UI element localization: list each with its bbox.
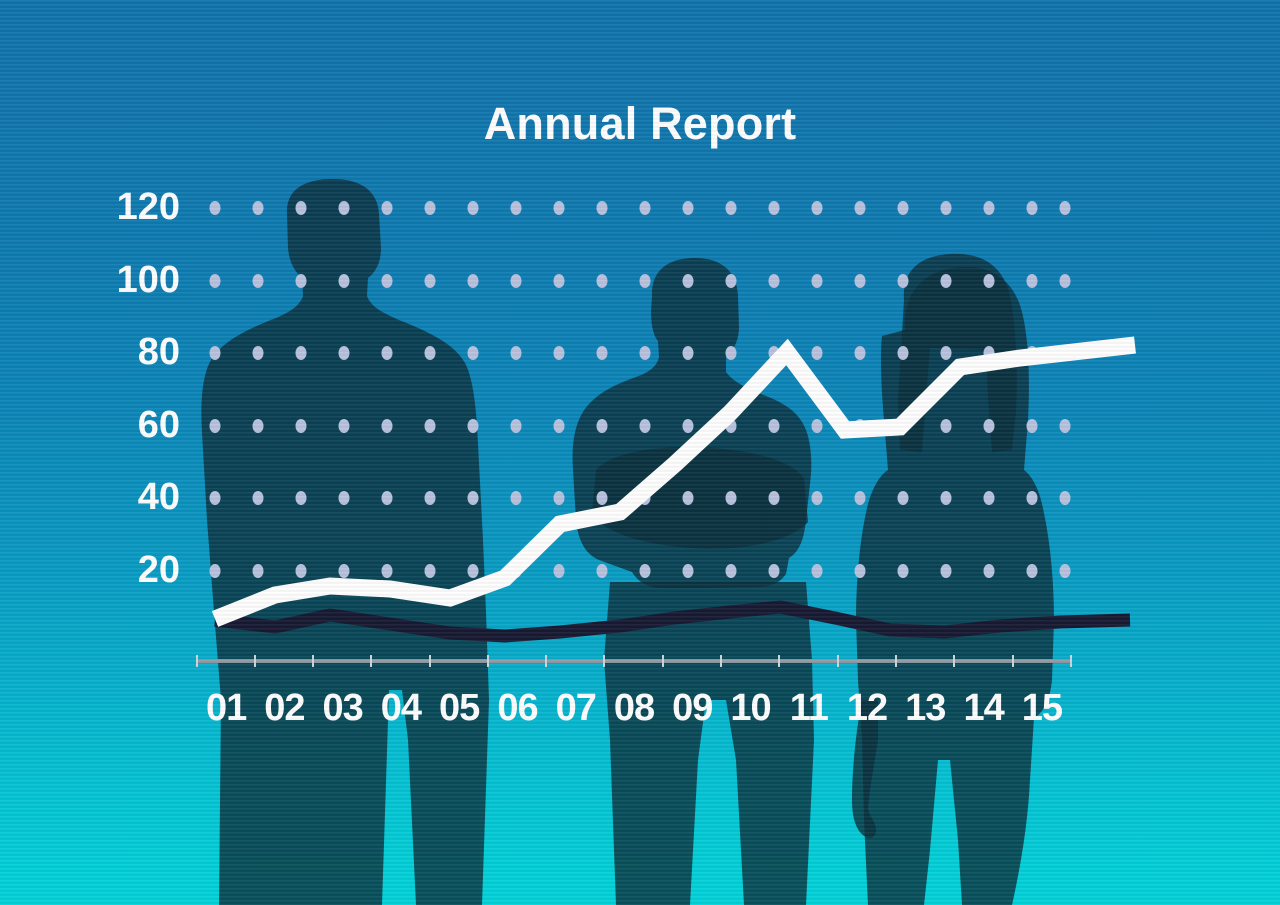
x-tick-label-11: 11 <box>789 686 829 729</box>
x-tick-label-14: 14 <box>963 686 1004 729</box>
x-tick-label-01: 01 <box>205 686 247 729</box>
x-axis-labels: 01 02 03 04 05 06 07 08 09 10 11 12 13 1… <box>197 686 1071 730</box>
x-tick-label-15: 15 <box>1021 686 1063 729</box>
y-tick-label-100: 100 <box>116 259 180 301</box>
silhouette-businessman-center <box>572 257 814 905</box>
y-tick-label-60: 60 <box>137 404 180 446</box>
y-tick-label-80: 80 <box>137 331 180 373</box>
silhouette-businesswoman-right <box>852 253 1054 905</box>
y-tick-label-120: 120 <box>116 186 180 228</box>
x-tick-label-07: 07 <box>555 686 597 729</box>
x-tick-label-02: 02 <box>264 686 305 729</box>
x-tick-label-08: 08 <box>613 686 655 729</box>
x-tick-label-05: 05 <box>439 686 480 729</box>
x-tick-label-10: 10 <box>730 686 771 729</box>
silhouette-businessman-left <box>201 178 489 905</box>
x-tick-label-06: 06 <box>497 686 538 729</box>
y-tick-label-40: 40 <box>137 476 180 518</box>
x-tick-label-12: 12 <box>846 686 888 729</box>
x-tick-label-04: 04 <box>380 686 422 729</box>
x-tick-label-03: 03 <box>322 686 364 729</box>
y-tick-label-20: 20 <box>137 549 180 591</box>
page-title: Annual Report <box>483 98 797 149</box>
x-tick-label-09: 09 <box>672 686 713 729</box>
x-tick-label-13: 13 <box>905 686 946 729</box>
